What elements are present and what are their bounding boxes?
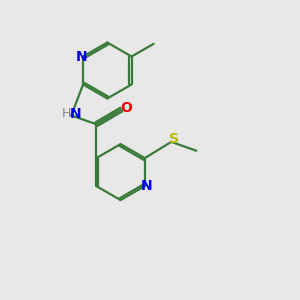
Text: N: N bbox=[140, 179, 152, 193]
Text: N: N bbox=[76, 50, 87, 64]
Text: O: O bbox=[120, 101, 132, 115]
Text: S: S bbox=[169, 132, 179, 146]
Text: H: H bbox=[61, 107, 71, 120]
Text: N: N bbox=[70, 107, 82, 121]
